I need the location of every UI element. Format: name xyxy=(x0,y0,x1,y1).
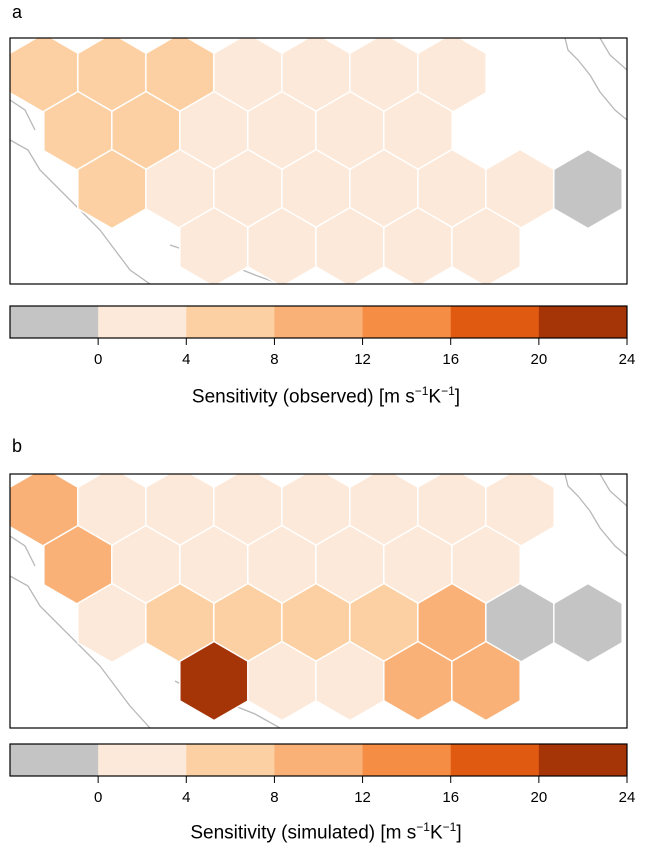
panel-b-letter: b xyxy=(12,436,23,456)
colorbar-a: 0 4 8 12 16 20 24 xyxy=(9,305,636,368)
colorbar-tick-label: 4 xyxy=(182,789,190,806)
colorbar-title-a-sup2: −1 xyxy=(441,384,455,398)
colorbar-title-b-end: ] xyxy=(456,822,462,844)
colorbar-bin xyxy=(538,306,628,338)
hex-cell xyxy=(553,148,623,230)
colorbar-title-a-mid: K xyxy=(428,386,442,408)
colorbar-tick-label: 16 xyxy=(442,351,459,368)
colorbar-bin xyxy=(450,744,540,776)
colorbar-b: 0 4 8 12 16 20 24 xyxy=(9,743,636,806)
colorbar-tick-label: 20 xyxy=(531,789,548,806)
colorbar-bin xyxy=(186,306,275,338)
colorbar-tick-label: 16 xyxy=(442,789,459,806)
colorbar-bin xyxy=(10,744,99,776)
map-frame-a xyxy=(9,37,628,285)
map-frame-b xyxy=(9,473,628,729)
colorbar-bin xyxy=(450,306,540,338)
colorbar-tick-label: 24 xyxy=(619,351,636,368)
colorbar-title-b-mid: K xyxy=(429,822,443,844)
colorbar-title-b: Sensitivity (simulated) [m s−1K−1] xyxy=(0,820,652,844)
colorbar-tick-label: 8 xyxy=(270,789,278,806)
colorbar-tick-label: 0 xyxy=(94,789,102,806)
colorbar-title-b-sup2: −1 xyxy=(442,820,457,834)
colorbar-title-a: Sensitivity (observed) [m s−1K−1] xyxy=(0,384,652,408)
map-panel-b xyxy=(9,473,628,729)
colorbar-tick-label: 24 xyxy=(619,789,636,806)
map-panel-a xyxy=(9,37,628,285)
hex-cell xyxy=(553,582,623,664)
colorbar-tick-label: 12 xyxy=(354,789,371,806)
colorbar-tick-label: 12 xyxy=(354,351,371,368)
colorbar-bin xyxy=(362,744,452,776)
panel-a-letter: a xyxy=(12,2,23,22)
colorbar-title-a-sup1: −1 xyxy=(414,384,429,398)
colorbar-tick-label: 4 xyxy=(182,351,190,368)
colorbar-title-a-end: ] xyxy=(454,386,461,408)
colorbar-bin xyxy=(10,306,99,338)
colorbar-bin xyxy=(186,744,275,776)
colorbar-title-a-main: Sensitivity (observed) [m s xyxy=(191,386,415,408)
hex-grid-a xyxy=(10,38,623,284)
colorbar-title-b-main: Sensitivity (simulated) [m s xyxy=(190,822,417,844)
hex-cell xyxy=(451,206,521,284)
colorbar-bin xyxy=(98,744,187,776)
colorbar-tick-label: 8 xyxy=(270,351,278,368)
colorbar-bin xyxy=(274,744,364,776)
hex-grid-b xyxy=(10,474,623,722)
colorbar-frame xyxy=(9,743,628,777)
colorbar-tick-label: 20 xyxy=(531,351,548,368)
colorbar-frame xyxy=(9,305,628,339)
colorbar-title-b-sup1: −1 xyxy=(416,820,430,834)
colorbar-tick-label: 0 xyxy=(94,351,102,368)
hex-cell xyxy=(451,640,521,722)
colorbar-bin xyxy=(362,306,452,338)
colorbar-bin xyxy=(274,306,364,338)
colorbar-bin xyxy=(538,744,628,776)
colorbar-bin xyxy=(98,306,187,338)
